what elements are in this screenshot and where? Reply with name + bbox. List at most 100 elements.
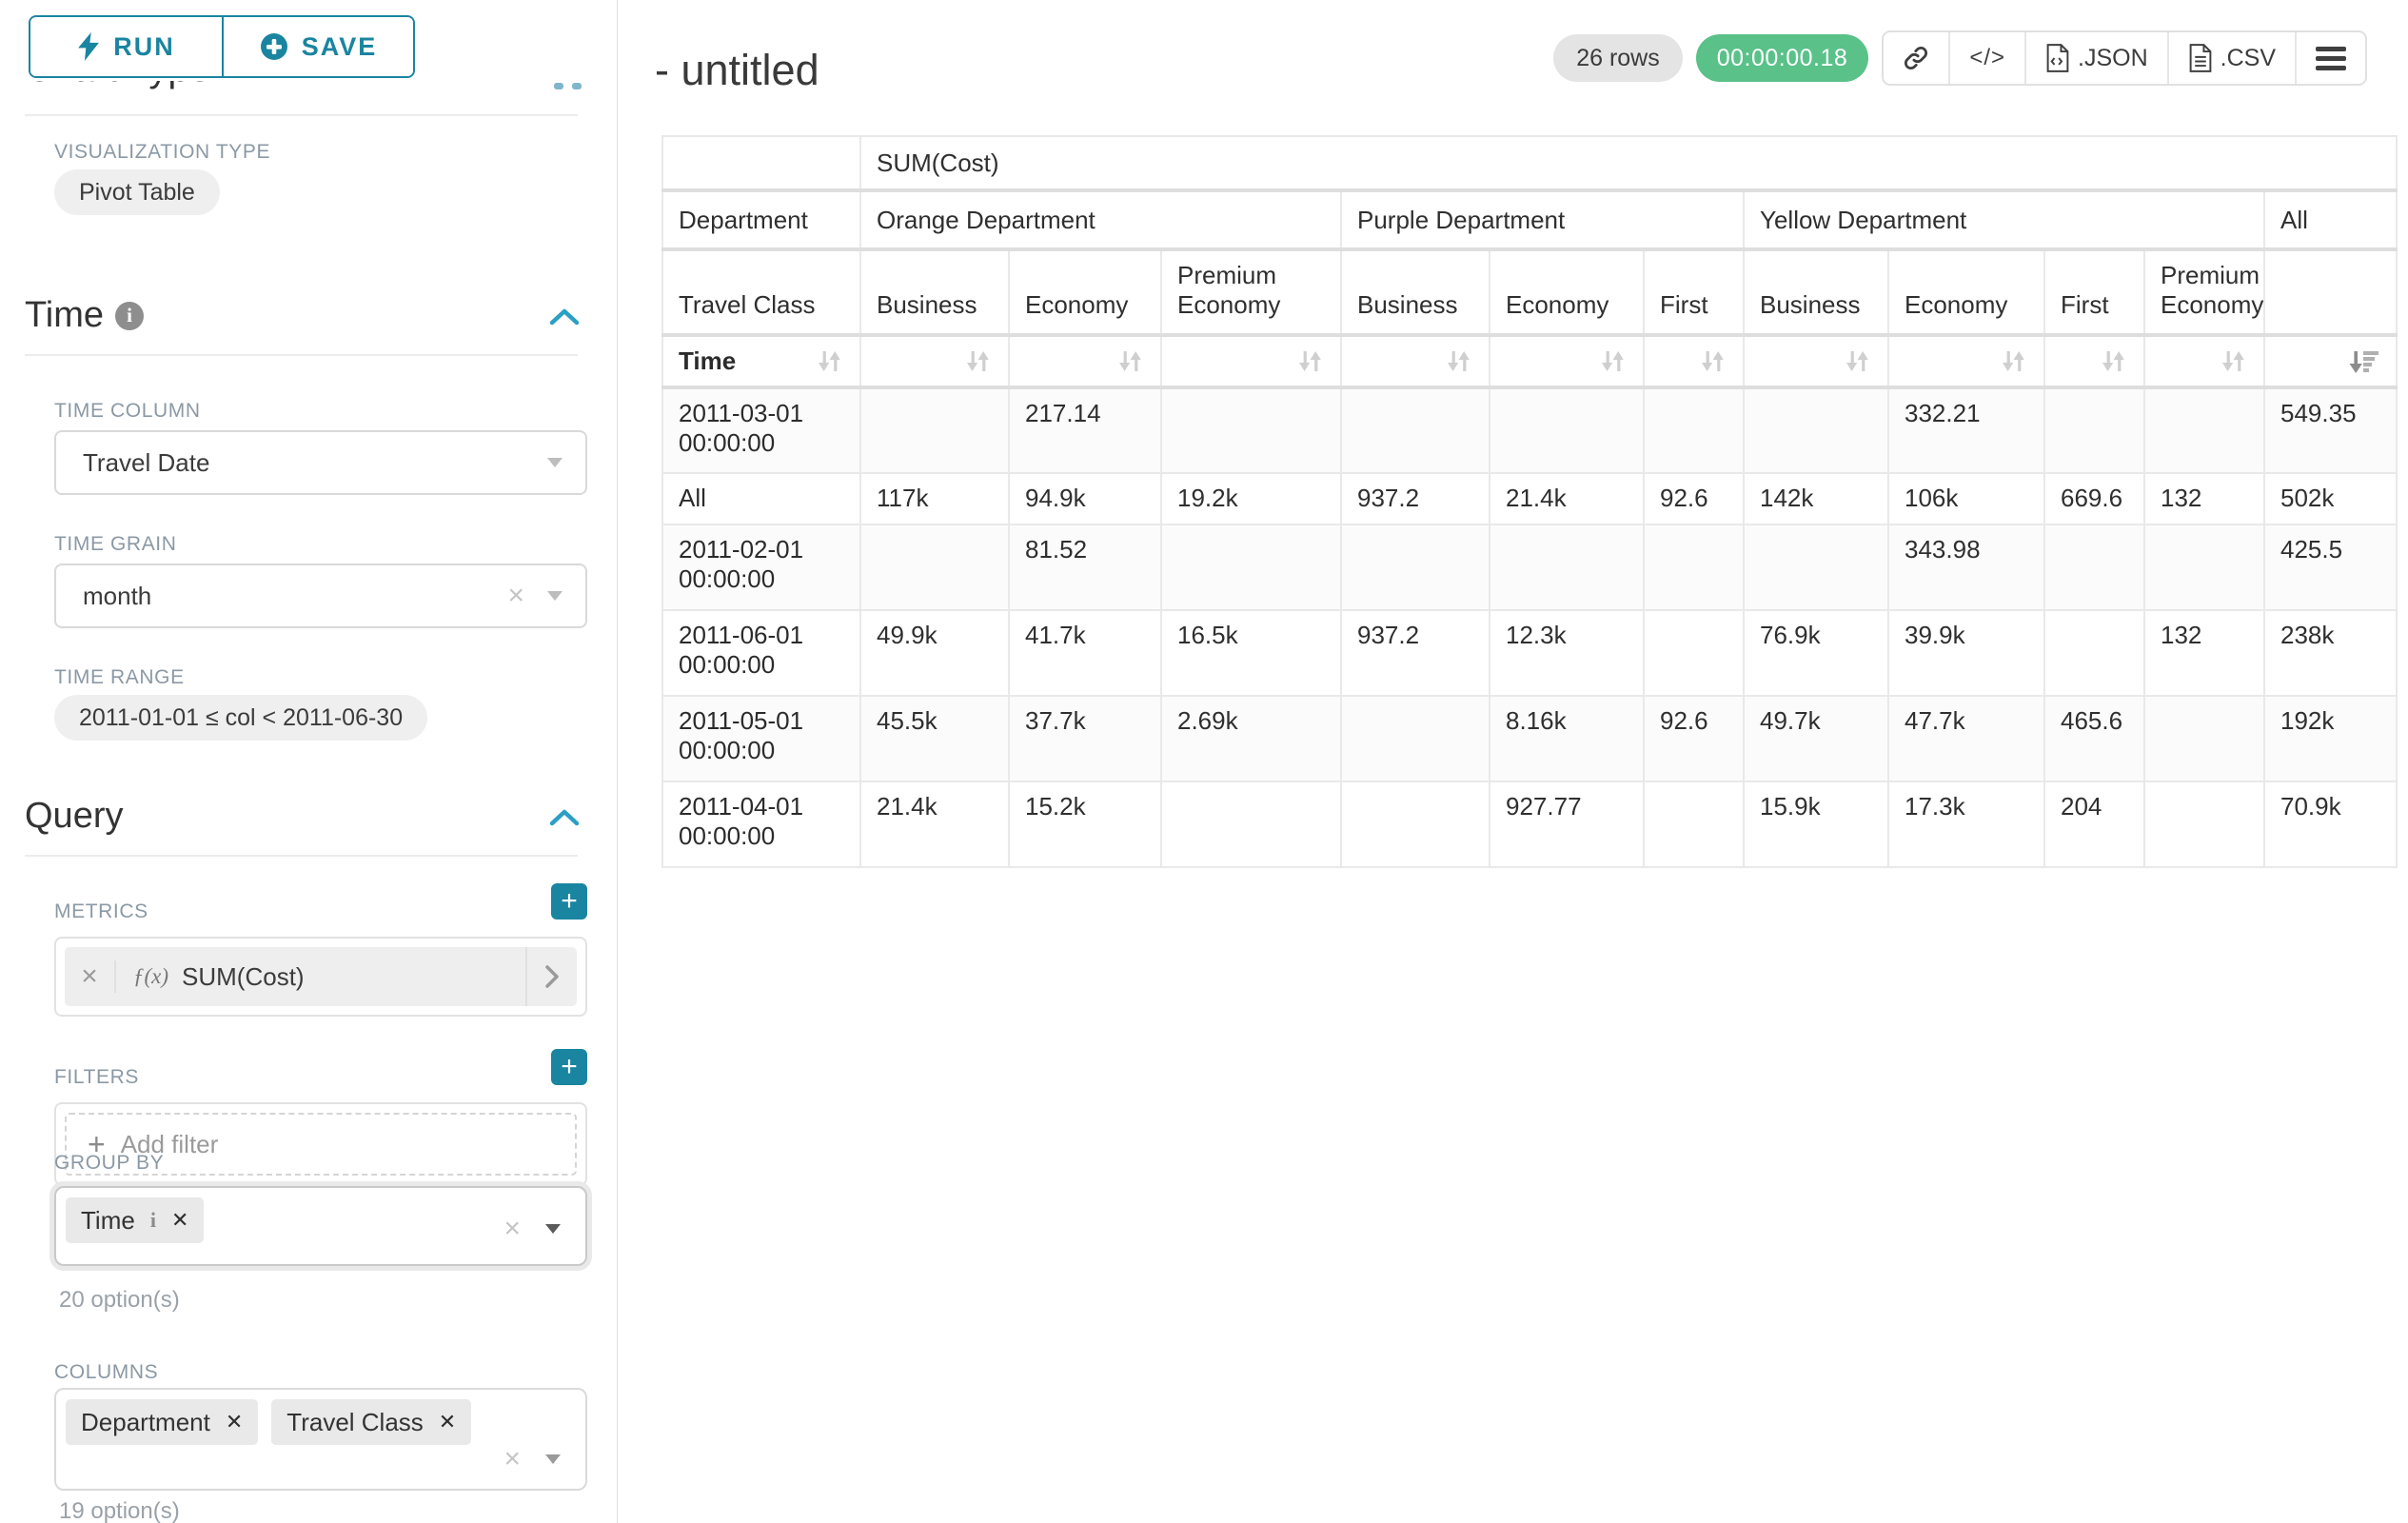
columns-chip-travel-class[interactable]: Travel Class ✕: [271, 1399, 472, 1445]
department-group-cell: Purple Department: [1340, 189, 1745, 251]
group-by-options-hint: 20 option(s): [59, 1287, 180, 1313]
sort-header-cell[interactable]: [1160, 334, 1342, 389]
value-cell: 549.35: [2262, 386, 2398, 474]
sort-icon[interactable]: [1599, 348, 1628, 374]
value-cell: 502k: [2262, 472, 2398, 525]
sort-icon[interactable]: [1699, 348, 1727, 374]
sort-header-cell[interactable]: [2043, 334, 2145, 389]
value-cell: 92.6: [1643, 695, 1745, 782]
value-cell: [1340, 695, 1490, 782]
group-by-select[interactable]: Time i ✕ ×: [54, 1186, 587, 1266]
control-panel: Chart Type RUN SAVE VISUALIZATION TYPE P…: [0, 0, 618, 1523]
travel-class-header-cell: Economy: [1008, 248, 1162, 337]
department-group-cell: Orange Department: [859, 189, 1342, 251]
chart-title[interactable]: - untitled: [655, 46, 819, 94]
export-json-label: .JSON: [2078, 44, 2148, 71]
time-axis-cell: Time: [661, 334, 861, 389]
value-cell: [2143, 386, 2265, 474]
sort-icon[interactable]: [1116, 348, 1145, 374]
sort-icon[interactable]: [964, 348, 993, 374]
add-metric-button[interactable]: +: [551, 883, 587, 920]
remove-chip-icon[interactable]: ✕: [225, 1410, 244, 1434]
json-file-icon: [2046, 44, 2069, 72]
value-cell: [1643, 524, 1745, 611]
clear-icon[interactable]: ×: [503, 1213, 521, 1244]
sort-header-cell[interactable]: [859, 334, 1010, 389]
export-csv-label: .CSV: [2220, 44, 2276, 71]
columns-chip-department[interactable]: Department ✕: [66, 1399, 259, 1445]
value-cell: [1160, 524, 1342, 611]
add-filter-button[interactable]: + Add filter: [65, 1113, 577, 1176]
remove-chip-icon[interactable]: ✕: [170, 1208, 189, 1232]
plus-icon: +: [88, 1127, 106, 1161]
sort-header-cell[interactable]: [2262, 334, 2398, 389]
chevron-down-icon[interactable]: [545, 1224, 561, 1234]
value-cell: [1340, 781, 1490, 868]
sort-icon[interactable]: [1296, 348, 1325, 374]
clear-icon[interactable]: ×: [503, 1443, 521, 1474]
chevron-down-icon[interactable]: [547, 591, 563, 601]
metric-pill[interactable]: × ƒ(x) SUM(Cost): [65, 947, 577, 1006]
divider: [25, 855, 578, 857]
sort-header-cell[interactable]: [1008, 334, 1162, 389]
run-button[interactable]: RUN: [30, 17, 222, 76]
chevron-down-icon[interactable]: [545, 1454, 561, 1464]
viz-type-pill[interactable]: Pivot Table: [54, 169, 220, 215]
value-cell: 45.5k: [859, 695, 1010, 782]
sort-icon[interactable]: [1445, 348, 1473, 374]
metrics-label: METRICS: [54, 900, 148, 922]
export-csv-button[interactable]: .CSV: [2166, 32, 2295, 84]
clear-icon[interactable]: ×: [507, 580, 524, 611]
collapse-chevron-up-icon[interactable]: [548, 807, 581, 828]
sort-header-cell[interactable]: [1489, 334, 1645, 389]
add-filter-plus-button[interactable]: +: [551, 1049, 587, 1085]
sort-desc-icon[interactable]: [2348, 348, 2380, 375]
value-cell: [1743, 386, 1889, 474]
value-cell: 669.6: [2043, 472, 2145, 525]
travel-class-header-cell: Business: [1743, 248, 1889, 337]
row-label-cell: 2011-02-01 00:00:00: [661, 524, 861, 611]
sort-header-cell[interactable]: [1643, 334, 1745, 389]
sort-icon[interactable]: [2000, 348, 2028, 374]
travel-class-header-cell: [2262, 248, 2398, 337]
sort-icon[interactable]: [1844, 348, 1872, 374]
menu-button[interactable]: [2295, 32, 2365, 84]
travel-class-header-cell: First: [1643, 248, 1745, 337]
chart-area: - untitled 26 rows 00:00:00.18 </> .JSON: [619, 0, 2408, 1523]
filters-box: + Add filter: [54, 1102, 587, 1186]
sort-icon[interactable]: [2100, 348, 2128, 374]
embed-code-button[interactable]: </>: [1948, 32, 2024, 84]
sort-header-cell[interactable]: [2143, 334, 2265, 389]
value-cell: [2043, 524, 2145, 611]
export-json-button[interactable]: .JSON: [2024, 32, 2167, 84]
pivot-table: SUM(Cost) Department Orange Department Purp…: [661, 135, 2398, 868]
row-label-cell: 2011-06-01 00:00:00: [661, 609, 861, 697]
chevron-right-icon[interactable]: [525, 947, 577, 1006]
columns-select[interactable]: Department ✕ Travel Class ✕ ×: [54, 1388, 587, 1491]
value-cell: 192k: [2262, 695, 2398, 782]
collapse-chevron-up-icon[interactable]: [548, 307, 581, 327]
sort-header-cell[interactable]: [1887, 334, 2045, 389]
group-by-chip-time[interactable]: Time i ✕: [66, 1197, 205, 1243]
value-cell: 21.4k: [859, 781, 1010, 868]
travel-class-header-cell: Business: [859, 248, 1010, 337]
visualization-type-label: VISUALIZATION TYPE: [54, 141, 271, 163]
remove-metric-icon[interactable]: ×: [65, 960, 116, 993]
value-cell: 81.52: [1008, 524, 1162, 611]
copy-link-button[interactable]: [1884, 32, 1948, 84]
link-icon: [1905, 46, 1928, 70]
sort-header-cell[interactable]: [1340, 334, 1490, 389]
time-range-pill[interactable]: 2011-01-01 ≤ col < 2011-06-30: [54, 695, 428, 741]
sort-header-cell[interactable]: [1743, 334, 1889, 389]
value-cell: 465.6: [2043, 695, 2145, 782]
time-column-select[interactable]: Travel Date: [54, 430, 587, 495]
time-column-value: Travel Date: [83, 447, 210, 477]
remove-chip-icon[interactable]: ✕: [438, 1410, 457, 1434]
chevron-down-icon[interactable]: [547, 458, 563, 467]
save-button[interactable]: SAVE: [222, 17, 413, 76]
time-grain-select[interactable]: month ×: [54, 564, 587, 628]
sort-icon[interactable]: [816, 348, 844, 374]
run-button-label: RUN: [113, 31, 175, 61]
columns-options-hint: 19 option(s): [59, 1498, 180, 1523]
sort-icon[interactable]: [2220, 348, 2248, 374]
